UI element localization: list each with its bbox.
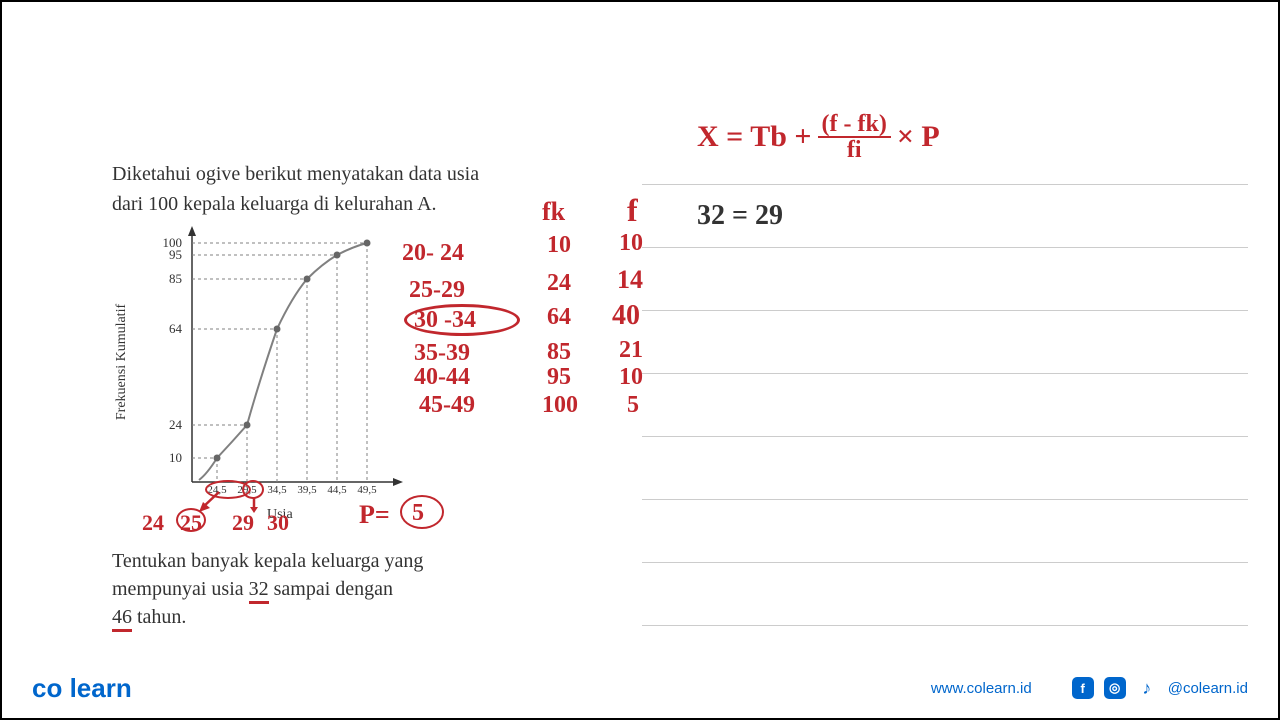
header-f: f <box>627 192 638 229</box>
instagram-icon[interactable]: ◎ <box>1104 677 1126 699</box>
problem-line-2: dari 100 kepala keluarga di kelurahan A. <box>112 190 437 218</box>
notebook-line <box>642 247 1248 248</box>
notebook-line <box>642 184 1248 185</box>
facebook-icon[interactable]: f <box>1072 677 1094 699</box>
row3-f: 21 <box>619 337 643 364</box>
notebook-line <box>642 310 1248 311</box>
row0-fk: 10 <box>547 232 571 259</box>
q2a: mempunyai usia <box>112 578 249 600</box>
formula-tail: × P <box>897 120 940 154</box>
tiktok-icon[interactable]: ♪ <box>1136 677 1158 699</box>
question-line-1: Tentukan banyak kepala keluarga yang <box>112 547 423 575</box>
y-tick-85: 85 <box>169 271 182 287</box>
notebook-line <box>642 436 1248 437</box>
y-tick-100: 100 <box>163 235 183 251</box>
circle-p5 <box>400 495 444 529</box>
notebook-line <box>642 373 1248 374</box>
formula-lhs: X = Tb + <box>697 120 812 154</box>
y-tick-10: 10 <box>169 450 182 466</box>
footer: co learn www.colearn.id f ◎ ♪ @colearn.i… <box>2 658 1278 718</box>
formula-den: fi <box>843 138 866 162</box>
y-tick-24: 24 <box>169 417 182 433</box>
q2c: sampai dengan <box>269 578 393 600</box>
formula-num: (f - fk) <box>818 112 891 138</box>
circle-row2 <box>404 304 520 336</box>
question-line-3: 46 tahun. <box>112 603 186 631</box>
y-axis-label: Frekuensi Kumulatif <box>114 304 130 420</box>
header-fk: fk <box>542 197 565 227</box>
logo-co: co <box>32 673 62 703</box>
q2-32: 32 <box>249 578 269 604</box>
notebook-line <box>642 625 1248 626</box>
row0-range: 20- 24 <box>402 240 464 267</box>
row1-range: 25-29 <box>409 277 465 304</box>
row4-f: 10 <box>619 364 643 391</box>
q3-46: 46 <box>112 606 132 632</box>
annot-p-eq: P= <box>359 500 390 530</box>
formula: X = Tb + (f - fk) fi × P <box>697 112 940 162</box>
x-tick-4: 44,5 <box>327 484 346 496</box>
formula-fraction: (f - fk) fi <box>818 112 891 162</box>
notebook-line <box>642 499 1248 500</box>
row2-fk: 64 <box>547 304 571 331</box>
row3-range: 35-39 <box>414 340 470 367</box>
x-tick-5: 49,5 <box>357 484 376 496</box>
row4-fk: 95 <box>547 364 571 391</box>
y-tick-64: 64 <box>169 321 182 337</box>
ogive-chart: Frekuensi Kumulatif Usia 10 24 64 85 95 … <box>137 222 417 502</box>
row2-f: 40 <box>612 300 640 332</box>
row5-f: 5 <box>627 392 639 419</box>
row1-fk: 24 <box>547 270 571 297</box>
row5-range: 45-49 <box>419 392 475 419</box>
annot-24: 24 <box>142 510 164 536</box>
calc-line: 32 = 29 <box>697 200 783 232</box>
logo-learn: learn <box>70 673 132 703</box>
x-tick-2: 34,5 <box>267 484 286 496</box>
footer-url[interactable]: www.colearn.id <box>931 680 1032 697</box>
row5-fk: 100 <box>542 392 578 419</box>
annot-30: 30 <box>267 510 289 536</box>
row1-f: 14 <box>617 265 643 295</box>
row0-f: 10 <box>619 230 643 257</box>
problem-line-1: Diketahui ogive berikut menyatakan data … <box>112 160 479 188</box>
footer-right: www.colearn.id f ◎ ♪ @colearn.id <box>931 677 1248 699</box>
q3b: tahun. <box>132 606 186 628</box>
annot-29: 29 <box>232 510 254 536</box>
row4-range: 40-44 <box>414 364 470 391</box>
footer-handle[interactable]: @colearn.id <box>1168 680 1248 697</box>
x-tick-3: 39,5 <box>297 484 316 496</box>
arrow-icon <box>197 490 227 515</box>
question-line-2: mempunyai usia 32 sampai dengan <box>112 575 393 603</box>
notebook-line <box>642 562 1248 563</box>
logo: co learn <box>32 673 132 704</box>
row3-fk: 85 <box>547 339 571 366</box>
